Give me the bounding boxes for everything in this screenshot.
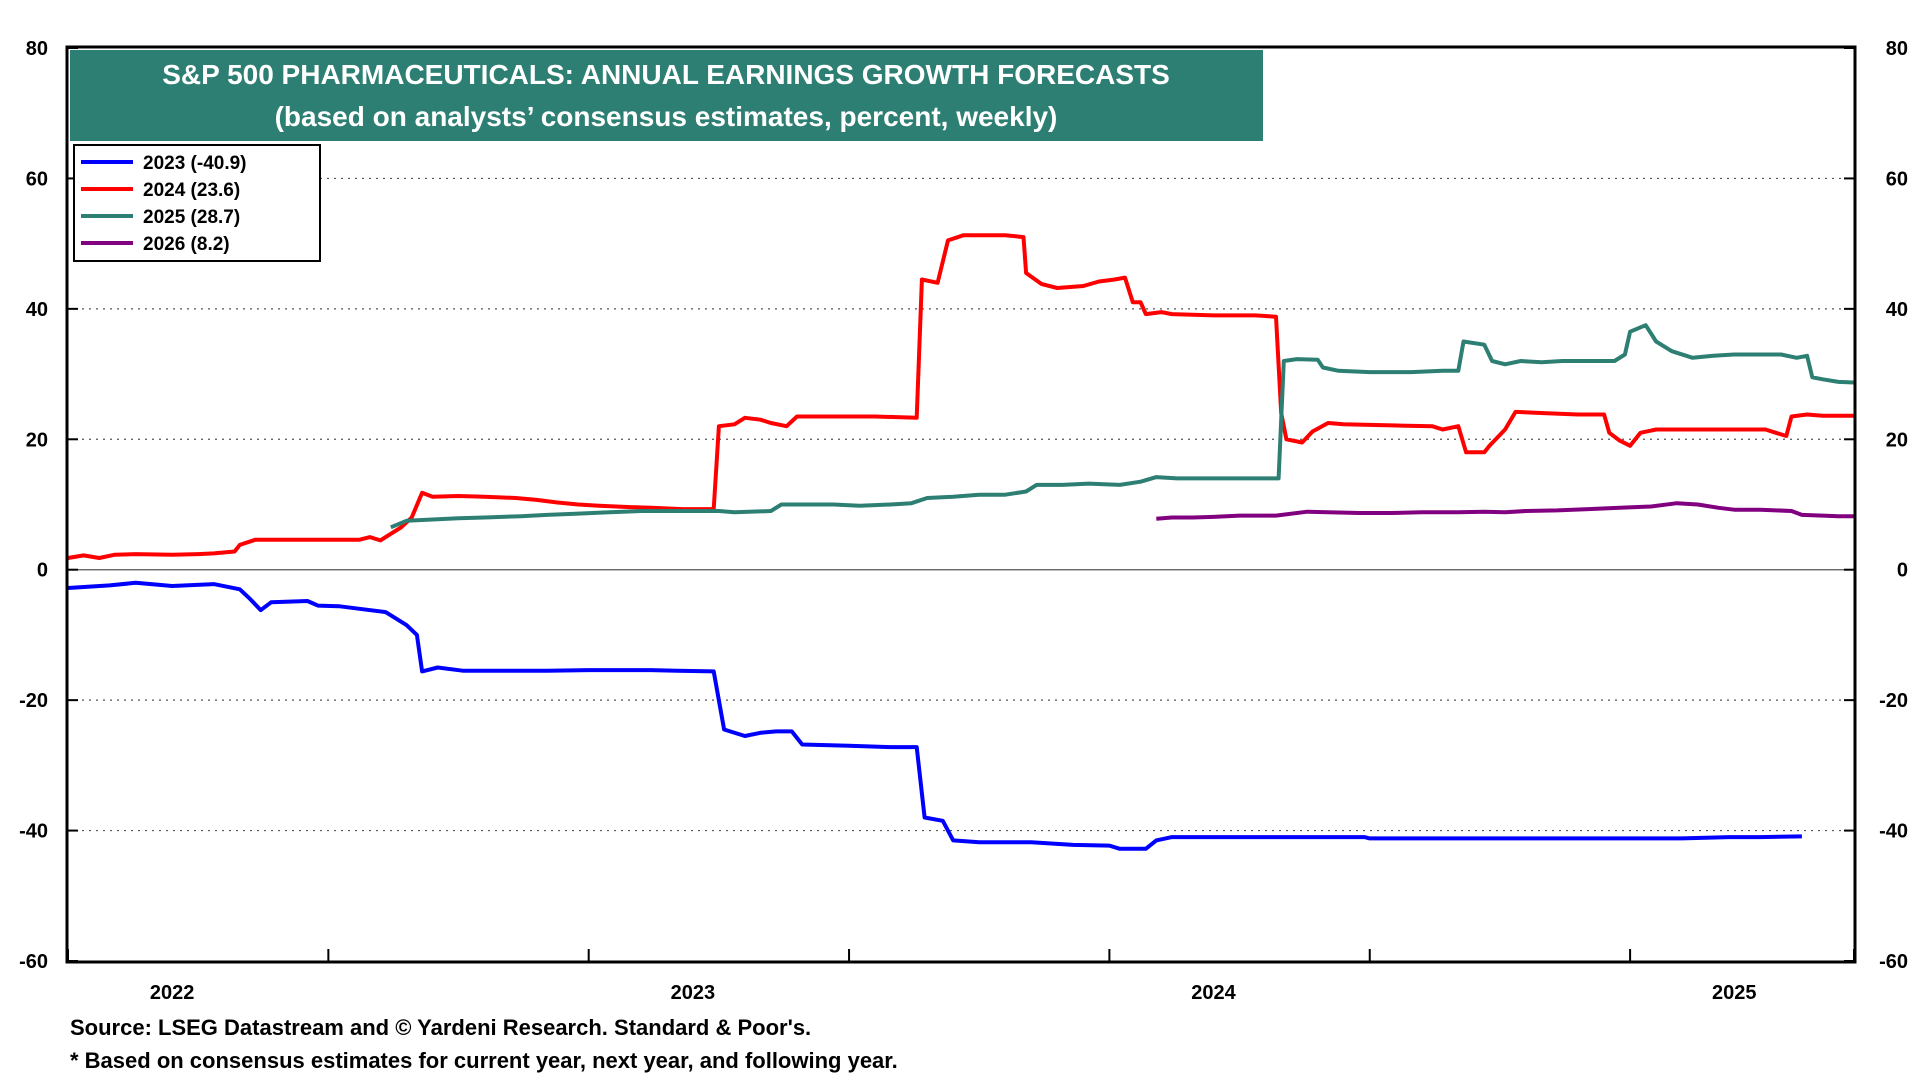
- legend-label: 2025 (28.7): [143, 207, 240, 228]
- axes: -60 -60 -40 -40 -20 -20 0 0 20 20 40 40 60 60 80 80 2022…: [19, 38, 1908, 1004]
- y-tick-label-right: 40: [1886, 299, 1908, 321]
- series-line-2024: [67, 233, 1854, 560]
- chart-subtitle: (based on analysts’ consensus estimates,…: [275, 101, 1058, 132]
- y-tick-label-right: -20: [1879, 690, 1908, 712]
- title-box: [70, 50, 1263, 141]
- x-tick-label: 2024: [1191, 982, 1236, 1004]
- y-tick-label-left: -60: [19, 951, 48, 973]
- x-tick-label: 2025: [1712, 982, 1757, 1004]
- y-tick-label-left: 40: [26, 299, 48, 321]
- plot-frame: [65, 45, 1857, 964]
- series-line-2025: [390, 323, 1855, 530]
- y-tick-label-left: 20: [26, 429, 48, 451]
- y-tick-label-left: 60: [26, 168, 48, 190]
- series-line-2023: [67, 580, 1802, 851]
- y-tick-label-right: -40: [1879, 821, 1908, 843]
- y-tick-label-left: -40: [19, 821, 48, 843]
- legend-label: 2026 (8.2): [143, 234, 230, 255]
- x-tick-label: 2022: [150, 982, 195, 1004]
- legend-label: 2023 (-40.9): [143, 153, 247, 174]
- series-lines: [67, 233, 1855, 851]
- footnote: * Based on consensus estimates for curre…: [70, 1048, 898, 1073]
- source-note: Source: LSEG Datastream and © Yardeni Re…: [70, 1015, 812, 1040]
- gridlines: [68, 177, 1854, 832]
- legend-label: 2024 (23.6): [143, 180, 240, 201]
- chart-title: S&P 500 PHARMACEUTICALS: ANNUAL EARNINGS…: [162, 59, 1170, 90]
- legend: 2023 (-40.9) 2024 (23.6) 2025 (28.7) 2026 (…: [73, 144, 321, 262]
- y-tick-label-right: -60: [1879, 951, 1908, 973]
- y-tick-label-left: -20: [19, 690, 48, 712]
- x-tick-label: 2023: [671, 982, 716, 1004]
- y-tick-label-left: 0: [37, 560, 48, 582]
- series-line-2026: [1156, 501, 1854, 521]
- y-tick-label-right: 20: [1886, 429, 1908, 451]
- y-tick-label-right: 80: [1886, 38, 1908, 60]
- y-tick-label-right: 60: [1886, 168, 1908, 190]
- y-tick-label-left: 80: [26, 38, 48, 60]
- y-tick-label-right: 0: [1897, 560, 1908, 582]
